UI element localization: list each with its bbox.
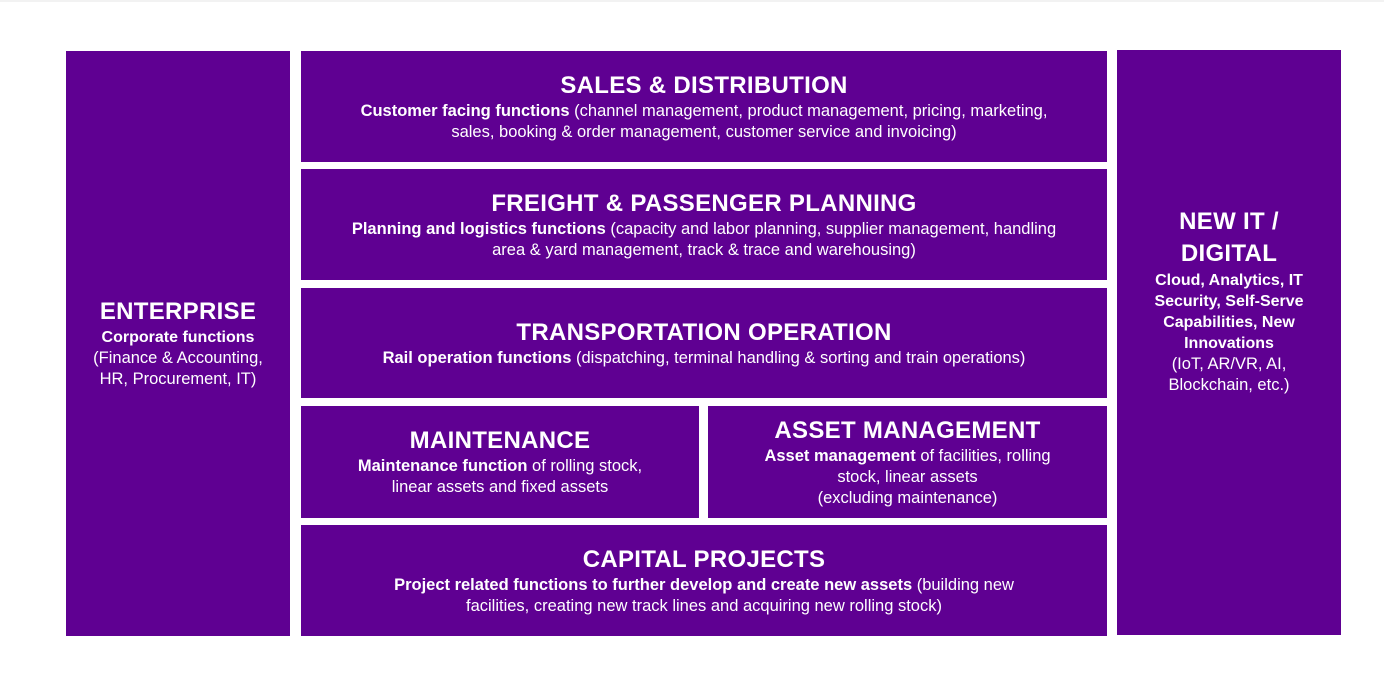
sales-desc-bold: Customer facing functions	[360, 101, 570, 120]
sales-desc-line1: Customer facing functions (channel manag…	[361, 101, 1048, 122]
enterprise-title: ENTERPRISE	[99, 298, 257, 325]
new-it-digital-box: NEW IT / DIGITAL Cloud, Analytics, IT Se…	[1117, 50, 1341, 635]
newit-title-line2: DIGITAL	[1180, 239, 1278, 267]
enterprise-desc-line1: (Finance & Accounting,	[93, 349, 263, 367]
maintenance-box: MAINTENANCE Maintenance function of roll…	[301, 406, 699, 518]
maintenance-title: MAINTENANCE	[409, 427, 591, 454]
transport-desc-line1: Rail operation functions (dispatching, t…	[383, 348, 1026, 369]
top-divider	[0, 0, 1384, 2]
sales-desc-rest: (channel management, product management,…	[569, 101, 1048, 120]
freight-desc-line1: Planning and logistics functions (capaci…	[352, 219, 1056, 240]
maintenance-desc-rest: of rolling stock,	[527, 457, 643, 475]
capital-desc-rest: (building new	[912, 575, 1014, 594]
asset-desc-line2: stock, linear assets	[837, 467, 978, 486]
freight-desc-bold: Planning and logistics functions	[351, 219, 606, 238]
sales-distribution-box: SALES & DISTRIBUTION Customer facing fun…	[301, 51, 1107, 162]
newit-desc-line2: Blockchain, etc.)	[1168, 375, 1290, 394]
asset-desc-line1: Asset management of facilities, rolling	[764, 446, 1050, 467]
newit-desc-line1: (IoT, AR/VR, AI,	[1171, 354, 1287, 373]
asset-desc-line3: (excluding maintenance)	[817, 488, 998, 507]
enterprise-subtitle: Corporate functions	[101, 329, 255, 346]
capital-desc-line1: Project related functions to further dev…	[394, 575, 1014, 596]
newit-bold-line3: Capabilities, New	[1163, 313, 1295, 331]
newit-title-line1: NEW IT /	[1179, 207, 1279, 235]
enterprise-box: ENTERPRISE Corporate functions (Finance …	[66, 51, 290, 636]
transport-title: TRANSPORTATION OPERATION	[516, 318, 892, 346]
maintenance-desc-bold: Maintenance function	[357, 457, 528, 475]
newit-bold-line4: Innovations	[1184, 334, 1274, 352]
maintenance-desc-line2: linear assets and fixed assets	[391, 478, 609, 496]
sales-title: SALES & DISTRIBUTION	[560, 71, 848, 99]
transportation-operation-box: TRANSPORTATION OPERATION Rail operation …	[301, 288, 1107, 398]
capital-projects-box: CAPITAL PROJECTS Project related functio…	[301, 525, 1107, 636]
asset-title: ASSET MANAGEMENT	[774, 416, 1041, 444]
maintenance-desc-line1: Maintenance function of rolling stock,	[358, 456, 642, 477]
capital-desc-bold: Project related functions to further dev…	[394, 575, 913, 594]
capital-desc-line2: facilities, creating new track lines and…	[466, 596, 942, 615]
capital-title: CAPITAL PROJECTS	[582, 545, 826, 573]
asset-desc-bold: Asset management	[764, 446, 916, 465]
asset-desc-rest: of facilities, rolling	[915, 446, 1051, 465]
freight-desc-rest: (capacity and labor planning, supplier m…	[605, 219, 1057, 238]
newit-bold-line2: Security, Self-Serve	[1154, 292, 1304, 310]
transport-desc-rest: (dispatching, terminal handling & sortin…	[571, 348, 1026, 367]
asset-management-box: ASSET MANAGEMENT Asset management of fac…	[708, 406, 1107, 518]
freight-desc-line2: area & yard management, track & trace an…	[492, 240, 916, 259]
newit-bold-line1: Cloud, Analytics, IT	[1155, 271, 1303, 289]
transport-desc-bold: Rail operation functions	[382, 348, 572, 367]
sales-desc-line2: sales, booking & order management, custo…	[451, 122, 957, 141]
freight-passenger-planning-box: FREIGHT & PASSENGER PLANNING Planning an…	[301, 169, 1107, 280]
freight-title: FREIGHT & PASSENGER PLANNING	[491, 189, 917, 217]
enterprise-desc-line2: HR, Procurement, IT)	[99, 370, 257, 388]
